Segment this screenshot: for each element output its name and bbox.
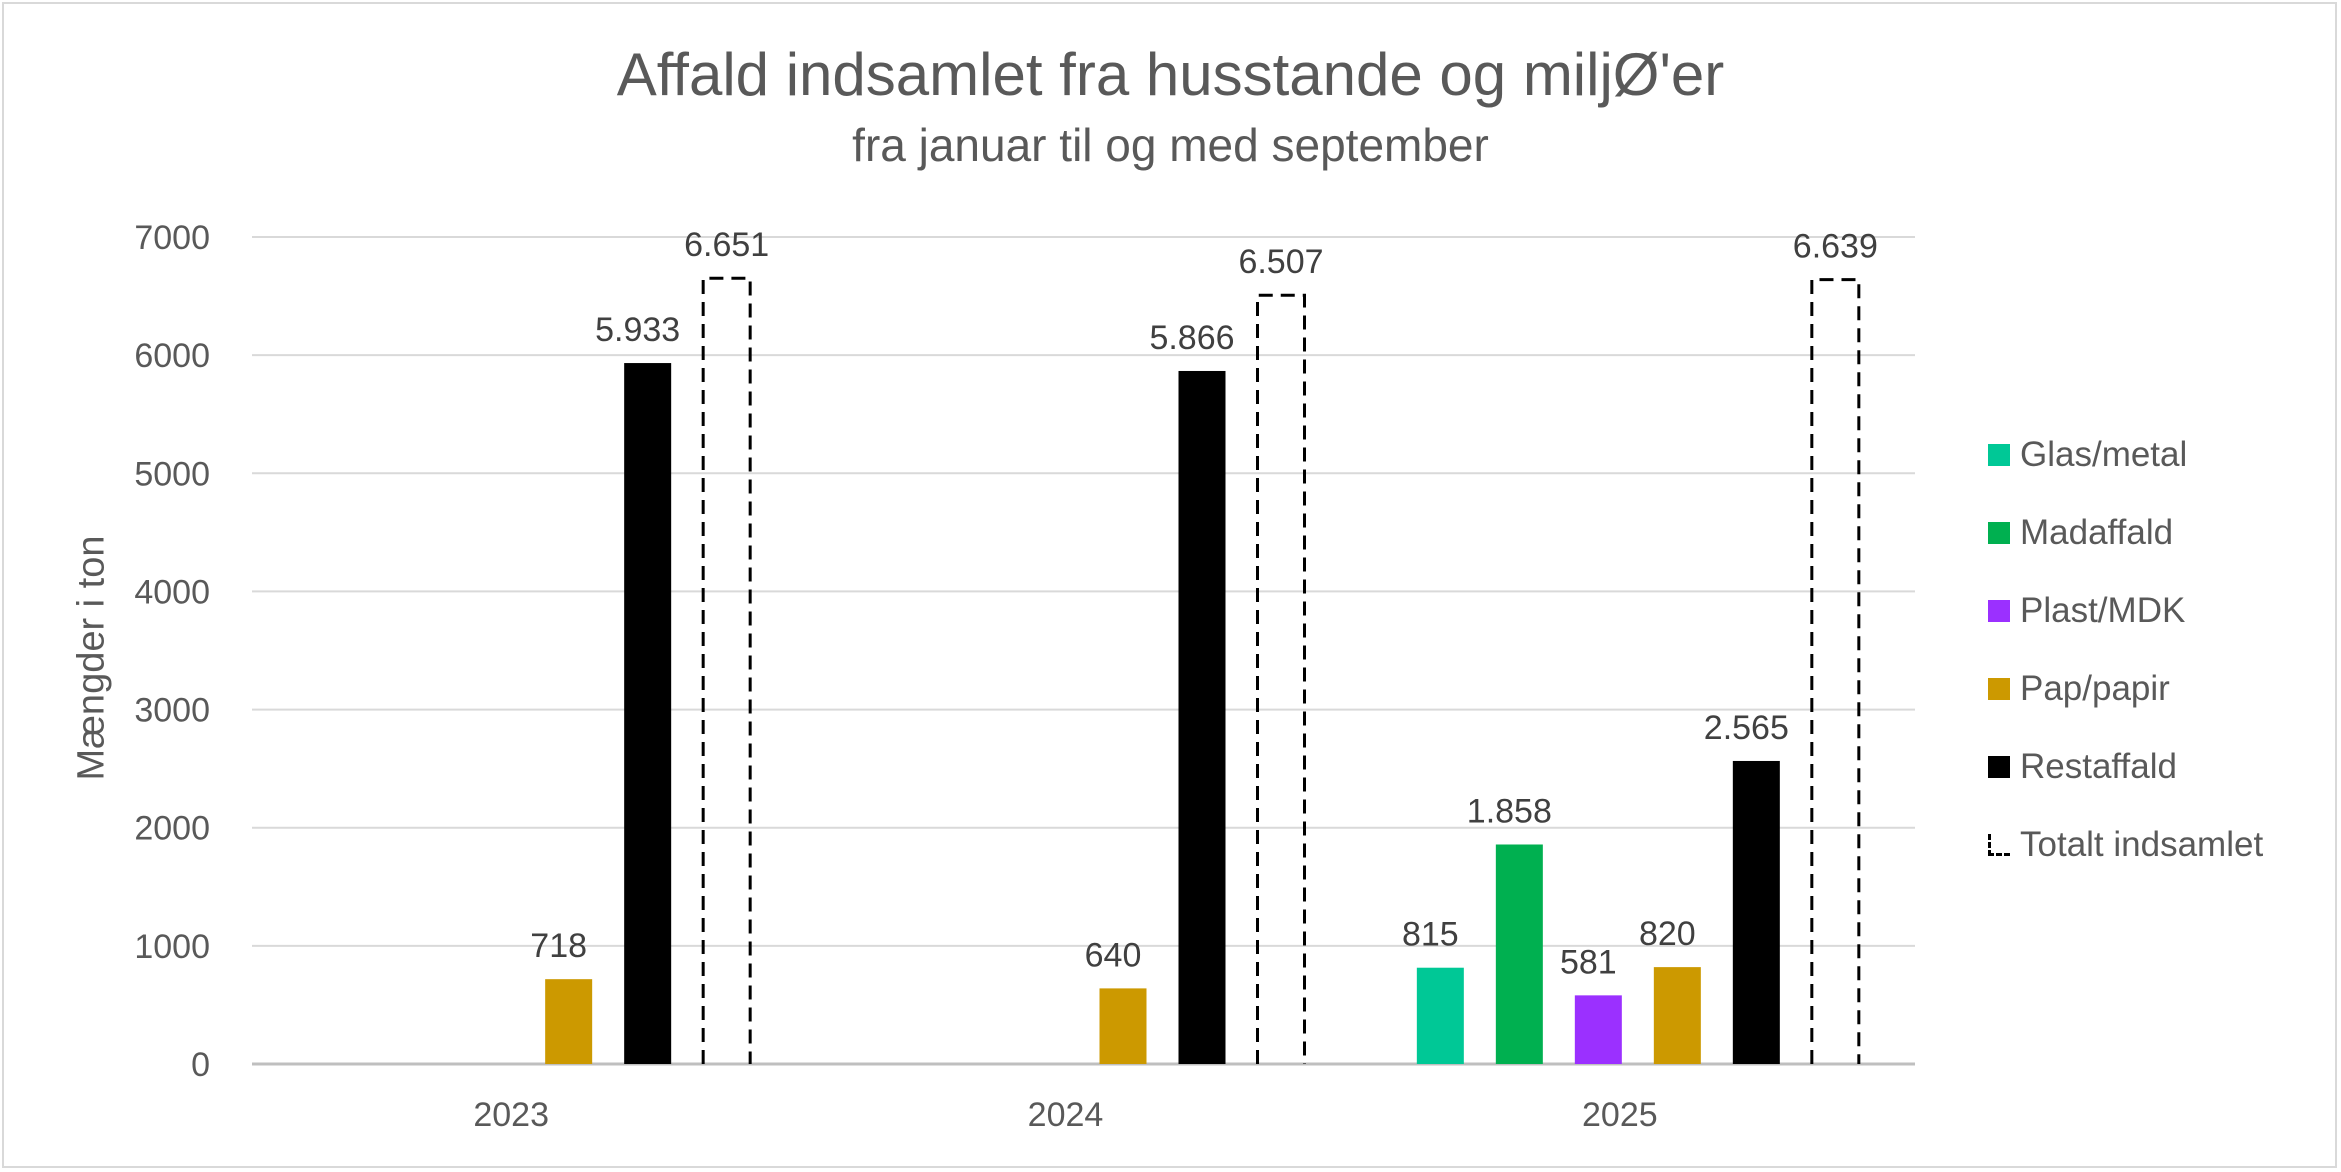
data-label: 6.639: [1793, 228, 1878, 266]
bar-pap-papir: [1099, 988, 1147, 1064]
x-tick-label: 2025: [1582, 1096, 1658, 1134]
legend-item: Totalt indsamlet: [1988, 825, 2263, 865]
legend-label: Totalt indsamlet: [2020, 825, 2264, 864]
legend-item: Restaffald: [1988, 747, 2177, 787]
data-label: 2.565: [1704, 709, 1789, 747]
legend-swatch: [1988, 600, 2010, 622]
legend-label: Plast/MDK: [2020, 591, 2186, 630]
y-tick-label: 2000: [134, 810, 210, 848]
legend-swatch: [1988, 834, 2010, 856]
y-tick-label: 7000: [134, 219, 210, 257]
y-tick-label: 6000: [134, 337, 210, 375]
legend-label: Restaffald: [2020, 747, 2177, 786]
bar-glas-metal: [1416, 967, 1464, 1064]
bar-restaffald: [1732, 760, 1780, 1064]
legend-label: Glas/metal: [2020, 435, 2188, 474]
chart-subtitle: fra januar til og med september: [852, 119, 1489, 171]
bar-pap-papir: [1653, 967, 1701, 1064]
legend-item: Pap/papir: [1988, 669, 2170, 709]
data-label: 815: [1402, 916, 1459, 954]
chart-title: Affald indsamlet fra husstande og miljØ'…: [616, 41, 1725, 108]
bar-totalt-indsamlet: [1256, 293, 1306, 1064]
legend-label: Madaffald: [2020, 513, 2174, 552]
legend-item: Plast/MDK: [1988, 591, 2185, 631]
x-tick-label: 2024: [1028, 1096, 1104, 1134]
y-tick-label: 5000: [134, 455, 210, 493]
data-label: 6.507: [1238, 243, 1323, 281]
bar-restaffald: [624, 363, 672, 1064]
legend-swatch: [1988, 522, 2010, 544]
data-label: 5.866: [1149, 319, 1234, 357]
legend-item: Glas/metal: [1988, 435, 2187, 475]
data-label: 718: [530, 927, 587, 965]
legend-swatch: [1988, 678, 2010, 700]
data-label: 820: [1639, 915, 1696, 953]
legend-label: Pap/papir: [2020, 669, 2170, 708]
data-label: 6.651: [684, 226, 769, 264]
bar-plast-mdk: [1574, 995, 1622, 1064]
y-tick-label: 4000: [134, 573, 210, 611]
bar-restaffald: [1178, 370, 1226, 1064]
legend-swatch: [1988, 756, 2010, 778]
data-label: 581: [1560, 943, 1617, 981]
bar-totalt-indsamlet: [1810, 278, 1861, 1064]
y-tick-label: 3000: [134, 692, 210, 730]
bar-madaffald: [1495, 844, 1543, 1064]
x-tick-label: 2023: [473, 1096, 549, 1134]
data-label: 5.933: [595, 311, 680, 349]
legend-item: Madaffald: [1988, 513, 2173, 553]
y-tick-label: 1000: [134, 928, 210, 966]
legend-swatch: [1988, 444, 2010, 466]
y-tick-label: 0: [191, 1046, 210, 1084]
data-label: 640: [1085, 936, 1142, 974]
data-label: 1.858: [1467, 792, 1552, 830]
bar-pap-papir: [545, 979, 593, 1064]
